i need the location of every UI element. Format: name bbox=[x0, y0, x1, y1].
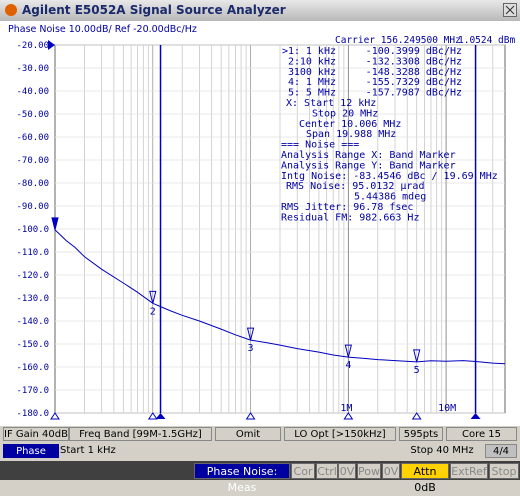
sweep-start: Start 1 kHz bbox=[60, 444, 140, 458]
y-tick-label: -140.0 bbox=[16, 317, 49, 327]
reference-marker bbox=[48, 40, 55, 50]
analysis-readout: X: Start 12 kHz bbox=[286, 98, 376, 109]
y-tick-label: -150.0 bbox=[16, 340, 49, 350]
x-tick-label: 10M bbox=[438, 403, 456, 414]
y-tick-label: -120.0 bbox=[16, 271, 49, 281]
axis-marker bbox=[245, 412, 256, 420]
analysis-readout: Span 19.988 MHz bbox=[306, 129, 396, 140]
trace-header: Phase Noise 10.00dB/ Ref -20.00dBc/Hz bbox=[8, 24, 197, 35]
analysis-readout: Stop 20 MHz bbox=[312, 108, 378, 119]
axis-marker bbox=[50, 412, 60, 420]
marker bbox=[246, 327, 255, 341]
marker-label: 4 bbox=[345, 360, 351, 371]
bottom-indicator: Pow bbox=[357, 463, 381, 479]
marker bbox=[344, 344, 352, 358]
app-icon bbox=[5, 4, 17, 16]
marker-label: 5 bbox=[414, 365, 420, 376]
marker-readout: 1 kHz bbox=[306, 46, 336, 57]
analysis-readout: Analysis Range X: Band Marker bbox=[281, 150, 456, 161]
marker-readout: >1: bbox=[282, 46, 300, 57]
marker-readout: 1 MHz bbox=[306, 77, 336, 88]
y-tick-label: -20.00 bbox=[16, 41, 49, 51]
marker-label: 2 bbox=[150, 306, 156, 317]
status-field: Freq Band [99M-1.5GHz] bbox=[69, 427, 212, 441]
analysis-readout: === Noise === bbox=[281, 140, 359, 151]
bottom-indicator: Cor bbox=[291, 463, 315, 479]
marker-readout: -157.7987 dBc/Hz bbox=[366, 88, 462, 99]
status-field: Omit bbox=[215, 427, 281, 441]
y-tick-label: -180.0 bbox=[16, 409, 49, 419]
title-bar: Agilent E5052A Signal Source Analyzer bbox=[0, 0, 520, 21]
y-tick-label: -50.00 bbox=[16, 110, 49, 120]
band-marker bbox=[470, 413, 481, 419]
sweep-mode[interactable]: Phase Noise bbox=[3, 444, 59, 471]
y-tick-label: -110.0 bbox=[16, 248, 49, 258]
bottom-indicator: 0V bbox=[382, 463, 400, 479]
window-title: Agilent E5052A Signal Source Analyzer bbox=[22, 3, 286, 17]
marker-readout: -148.3288 dBc/Hz bbox=[366, 67, 462, 78]
marker-readout: 2: bbox=[288, 56, 300, 67]
bottom-indicator: ExtRef bbox=[450, 463, 488, 479]
marker bbox=[413, 349, 421, 363]
y-tick-label: -40.00 bbox=[16, 87, 49, 97]
trace-line bbox=[54, 229, 506, 365]
marker-readout: 4: bbox=[288, 77, 300, 88]
marker-readout: 10 kHz bbox=[300, 56, 336, 67]
status-field: 595pts bbox=[399, 427, 443, 441]
marker-readout: 5 MHz bbox=[306, 88, 336, 99]
axis-marker bbox=[147, 412, 158, 420]
carrier-power: 1.0524 dBm bbox=[458, 35, 515, 46]
bottom-indicator: Stop bbox=[489, 463, 519, 479]
status-field: IF Gain 40dB bbox=[3, 427, 69, 441]
y-tick-label: -160.0 bbox=[16, 363, 49, 373]
carrier-frequency: Carrier 156.249500 MHz bbox=[335, 35, 461, 46]
y-tick-label: -100.0 bbox=[16, 225, 49, 235]
marker-readout: -132.3308 dBc/Hz bbox=[366, 56, 462, 67]
y-tick-label: -170.0 bbox=[16, 386, 49, 396]
bottom-indicator: Ctrl bbox=[316, 463, 338, 479]
sweep-stop: Stop 40 MHz bbox=[402, 444, 482, 458]
marker-label: 3 bbox=[248, 343, 254, 354]
bottom-indicator: 0V bbox=[338, 463, 356, 479]
marker-readout: -155.7329 dBc/Hz bbox=[366, 77, 462, 88]
y-tick-label: -90.00 bbox=[16, 202, 49, 212]
page-indicator: 4/4 bbox=[485, 444, 517, 458]
marker-readout: 100 kHz bbox=[294, 67, 336, 78]
marker-readout: 5: bbox=[288, 88, 300, 99]
analysis-readout: Center 10.006 MHz bbox=[299, 119, 401, 130]
analysis-readout: Intg Noise: -83.4546 dBc / 19.69 MHz bbox=[281, 171, 498, 182]
marker bbox=[149, 290, 157, 304]
analysis-readout: 5.44386 mdeg bbox=[354, 192, 426, 203]
marker bbox=[51, 217, 59, 231]
axis-marker bbox=[343, 412, 354, 420]
analysis-readout: Analysis Range Y: Band Marker bbox=[281, 160, 456, 171]
analysis-readout: RMS Noise: 95.0132 µrad bbox=[286, 181, 424, 192]
analysis-readout: Residual FM: 982.663 Hz bbox=[281, 212, 419, 223]
y-tick-label: -130.0 bbox=[16, 294, 49, 304]
y-tick-label: -70.00 bbox=[16, 156, 49, 166]
y-tick-label: -60.00 bbox=[16, 133, 49, 143]
band-marker bbox=[155, 413, 166, 419]
y-tick-label: -30.00 bbox=[16, 64, 49, 74]
y-tick-label: -80.00 bbox=[16, 179, 49, 189]
marker-readout: -100.3999 dBc/Hz bbox=[366, 46, 462, 57]
marker-readout: 3: bbox=[288, 67, 300, 78]
bottom-indicator: Phase Noise: Meas bbox=[194, 463, 290, 494]
analysis-readout: RMS Jitter: 96.78 fsec bbox=[281, 202, 413, 213]
axis-marker bbox=[411, 412, 422, 420]
bottom-indicator: Attn 0dB bbox=[401, 463, 449, 494]
status-field: LO Opt [>150kHz] bbox=[284, 427, 396, 441]
status-field: Core 15 bbox=[446, 427, 517, 441]
close-button[interactable] bbox=[503, 3, 517, 17]
x-tick-label: 1M bbox=[340, 403, 352, 414]
phase-noise-chart: Phase Noise 10.00dB/ Ref -20.00dBc/Hz -20… bbox=[0, 21, 520, 426]
